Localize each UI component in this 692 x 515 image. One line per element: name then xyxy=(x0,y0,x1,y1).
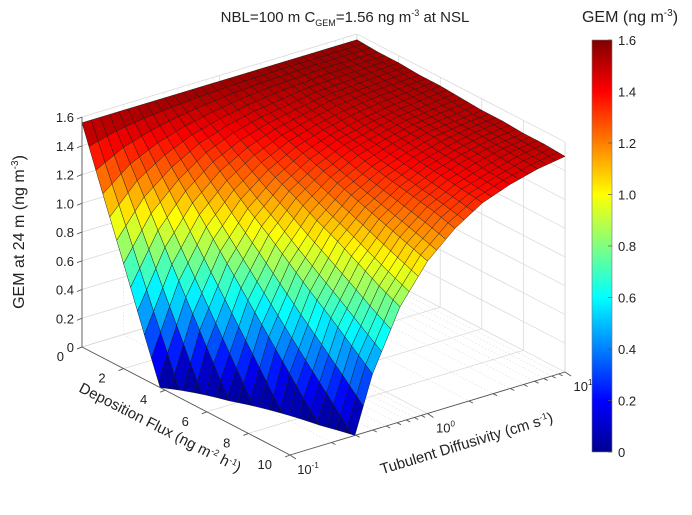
colorbar-tick-label: 0.6 xyxy=(618,291,636,306)
z-tick xyxy=(76,289,83,292)
y-tick xyxy=(564,371,572,377)
z-tick xyxy=(76,174,83,177)
y-tick xyxy=(492,393,498,397)
y-tick xyxy=(421,414,426,418)
z-tick-label: 1.2 xyxy=(56,168,74,183)
x-tick-label: 2 xyxy=(98,371,105,386)
z-tick xyxy=(76,317,83,321)
colorbar-ticks: 0 0.2 0.4 0.6 0.8 1.0 1.2 1.4 1.6 xyxy=(608,33,636,460)
x-tick xyxy=(160,389,166,393)
z-tick-label: 0.2 xyxy=(56,311,74,326)
surface xyxy=(81,39,566,436)
z-tick xyxy=(76,145,83,149)
x-tick-label: 0 xyxy=(57,349,64,364)
x-tick-label: 10 xyxy=(258,457,272,472)
y-tick xyxy=(543,378,548,381)
y-tick xyxy=(355,434,360,438)
y-tick xyxy=(385,425,391,429)
colorbar-tick-label: 0 xyxy=(618,445,625,460)
gridline xyxy=(356,33,566,143)
colorbar-tick-label: 1.6 xyxy=(618,33,636,48)
y-tick xyxy=(558,373,563,377)
surface-cell xyxy=(169,374,180,391)
y-tick-label: 10-1 xyxy=(297,461,319,477)
z-tick xyxy=(76,231,83,235)
y-tick-label: 100 xyxy=(436,420,455,436)
surface-cell xyxy=(226,396,230,402)
z-tick xyxy=(76,260,83,264)
x-tick xyxy=(76,346,83,350)
x-tick-label: 8 xyxy=(223,435,230,450)
z-tick-label: 0 xyxy=(67,340,74,355)
y-tick xyxy=(534,380,539,384)
z-tick xyxy=(76,202,83,206)
colorbar-tick-label: 1.4 xyxy=(618,85,636,100)
x-tick xyxy=(118,368,124,372)
y-tick xyxy=(523,384,528,387)
colorbar-label: GEM (ng m-3) xyxy=(582,8,678,26)
surface-cell xyxy=(345,426,353,435)
y-tick xyxy=(413,417,419,420)
chart-title: NBL=100 m CGEM=1.56 ng m-3 at NSL xyxy=(221,8,470,28)
x-tick-label: 6 xyxy=(182,414,189,429)
z-tick-label: 0.6 xyxy=(56,254,74,269)
x-tick xyxy=(243,432,249,436)
x-tick xyxy=(284,454,291,458)
y-tick xyxy=(289,454,297,460)
colorbar-tick-label: 1.2 xyxy=(618,136,636,151)
z-tick-label: 0.4 xyxy=(56,283,74,298)
colorbar-tick-label: 1.0 xyxy=(618,188,636,203)
axes: 0 0.2 0.4 0.6 0.8 1.0 1.2 1.4 1.6 0 2 4 6 8 10 10-1 100 1… xyxy=(56,110,593,477)
surface-cell xyxy=(248,398,254,407)
surface-cell xyxy=(279,408,283,414)
x-tick xyxy=(201,411,207,415)
y-tick xyxy=(372,429,377,433)
surface-cell xyxy=(194,381,203,395)
colorbar-tick-label: 0.8 xyxy=(618,239,636,254)
x-tick-label: 4 xyxy=(140,392,147,407)
surface-cell xyxy=(316,421,320,426)
z-tick-label: 1.6 xyxy=(56,110,74,125)
y-tick xyxy=(510,388,515,391)
y-tick-label: 101 xyxy=(574,378,593,394)
y-tick xyxy=(427,413,434,418)
x-axis-line xyxy=(81,346,291,456)
colorbar-tick-label: 0.4 xyxy=(618,342,636,357)
y-tick xyxy=(468,400,474,404)
z-tick-label: 1.0 xyxy=(56,196,74,211)
y-tick xyxy=(405,419,411,423)
y-tick xyxy=(331,442,336,445)
y-tick xyxy=(551,375,556,379)
z-tick xyxy=(76,116,83,120)
z-tick-label: 1.4 xyxy=(56,139,74,154)
colorbar-tick-label: 0.2 xyxy=(618,394,636,409)
z-axis-label: GEM at 24 m (ng m-3) xyxy=(10,155,28,309)
y-tick xyxy=(396,422,402,426)
z-tick-label: 0.8 xyxy=(56,225,74,240)
y-axis-label: Tubulent Diffusivity (cm s-1) xyxy=(378,409,555,478)
